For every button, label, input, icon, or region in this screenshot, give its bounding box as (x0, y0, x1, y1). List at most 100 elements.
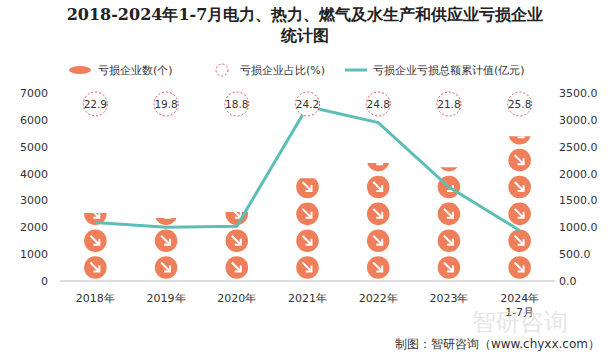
bar-icon-arrow (161, 236, 170, 245)
ratio-label: 19.8 (154, 98, 177, 110)
bar-icon-arrow (303, 182, 312, 191)
ratio-circle (83, 92, 107, 116)
ratio-circle (225, 92, 249, 116)
bar-icon (508, 203, 531, 226)
ratio-circle (296, 92, 320, 116)
x-tick-label: 2019年 (147, 292, 186, 305)
bar-icon (508, 256, 531, 279)
x-tick-label: 2021年 (288, 292, 327, 305)
title: 2018-2024年1-7月电力、热力、燃气及水生产和供应业亏损企业统计图 (60, 4, 550, 46)
legend-swatch (216, 64, 228, 76)
legend-swatch (69, 66, 91, 74)
y2-tick-label: 1000.0 (559, 221, 598, 234)
y2-tick-label: 3000.0 (559, 114, 598, 127)
x-tick-label: 2022年 (359, 292, 398, 305)
ratio-label: 24.8 (367, 98, 390, 110)
bar-icon-arrow (303, 236, 312, 245)
ratio-circle (437, 92, 461, 116)
bar-icon-arrow (444, 209, 453, 218)
watermark: 智研咨询 (472, 308, 568, 336)
bar-icon-arrow (232, 212, 241, 218)
y-tick-label: 3000 (20, 194, 48, 207)
x-tick-line: 2021年 (288, 292, 327, 305)
bar (296, 178, 319, 279)
bar (508, 136, 531, 279)
bar-icon-arrow (373, 263, 382, 272)
bar (438, 167, 461, 279)
x-tick-label: 2023年 (429, 292, 468, 305)
y-tick-label: 0 (41, 275, 48, 288)
bar-icon (296, 178, 319, 198)
bar-icon (226, 256, 249, 279)
bar-icon (438, 229, 461, 252)
ratio-label: 22.9 (84, 98, 107, 110)
bar-icon (367, 203, 390, 226)
bar-icon (155, 218, 178, 225)
bar-icon-arrow (373, 236, 382, 245)
bar-icon (155, 229, 178, 252)
bar-icon-arrow (303, 263, 312, 272)
ratio-label: 21.8 (437, 98, 460, 110)
ratio-label: 24.2 (296, 98, 319, 110)
bar-icon (367, 176, 390, 199)
y-tick-label: 1000 (20, 248, 48, 261)
y-tick-label: 2000 (20, 221, 48, 234)
bar-icon (367, 163, 390, 171)
bar-icon (438, 167, 461, 171)
bar-icon-arrow (444, 263, 453, 272)
bar-icon-arrow (515, 263, 524, 272)
bar-icon (508, 149, 531, 172)
x-tick-line: 2019年 (147, 292, 186, 305)
ratio-circle (366, 92, 390, 116)
legend-label: 亏损企业占比(%) (240, 64, 325, 77)
x-tick-line: 2020年 (217, 292, 256, 305)
bar (226, 212, 249, 279)
bar-icon-arrow (444, 236, 453, 245)
bar-icon-arrow (373, 209, 382, 218)
bar-icon (84, 229, 107, 252)
bar-icon-arrow (373, 163, 382, 164)
bar-icon (155, 256, 178, 279)
ratio-label: 25.8 (508, 98, 531, 110)
y-tick-label: 7000 (20, 87, 48, 100)
bar-icon-arrow (232, 263, 241, 272)
x-tick-label: 2018年 (76, 292, 115, 305)
bar-icon (296, 256, 319, 279)
line (95, 106, 519, 230)
ratio-circle (154, 92, 178, 116)
bar-icon (438, 256, 461, 279)
bar-icon (84, 256, 107, 279)
ratio-circle (508, 92, 532, 116)
bar-icon-arrow (515, 136, 524, 137)
x-tick-label: 2020年 (217, 292, 256, 305)
bar-icon-arrow (90, 263, 99, 272)
y2-tick-label: 0.0 (559, 275, 577, 288)
y2-tick-label: 2500.0 (559, 141, 598, 154)
plot-area (84, 95, 531, 279)
ratio-label: 18.8 (225, 98, 248, 110)
bar-icon-arrow (90, 213, 99, 218)
bar-icon-arrow (161, 263, 170, 272)
bar-icon (438, 203, 461, 226)
y2-tick-label: 500.0 (559, 248, 591, 261)
y-tick-label: 4000 (20, 168, 48, 181)
legend-label: 亏损企业亏损总额累计值(亿元) (373, 64, 525, 77)
bar-icon (508, 176, 531, 199)
x-axis (60, 281, 555, 282)
source: 制图：智研咨询（www.chyxx.com） (395, 337, 600, 351)
y-tick-label: 5000 (20, 141, 48, 154)
bar-icon-arrow (515, 182, 524, 191)
bar (367, 163, 390, 279)
bar-icon-arrow (373, 182, 382, 191)
bar-icon (226, 229, 249, 252)
bar-icon-arrow (515, 209, 524, 218)
x-tick-line: 2024年 (500, 292, 539, 305)
y-tick-label: 6000 (20, 114, 48, 127)
bar-icon (296, 203, 319, 226)
legend-label: 亏损企业数(个) (98, 64, 173, 77)
bar-icon (367, 229, 390, 252)
bar-icon-arrow (303, 209, 312, 218)
y2-tick-label: 3500.0 (559, 87, 598, 100)
x-tick-line: 2022年 (359, 292, 398, 305)
legend-swatch (345, 69, 367, 72)
